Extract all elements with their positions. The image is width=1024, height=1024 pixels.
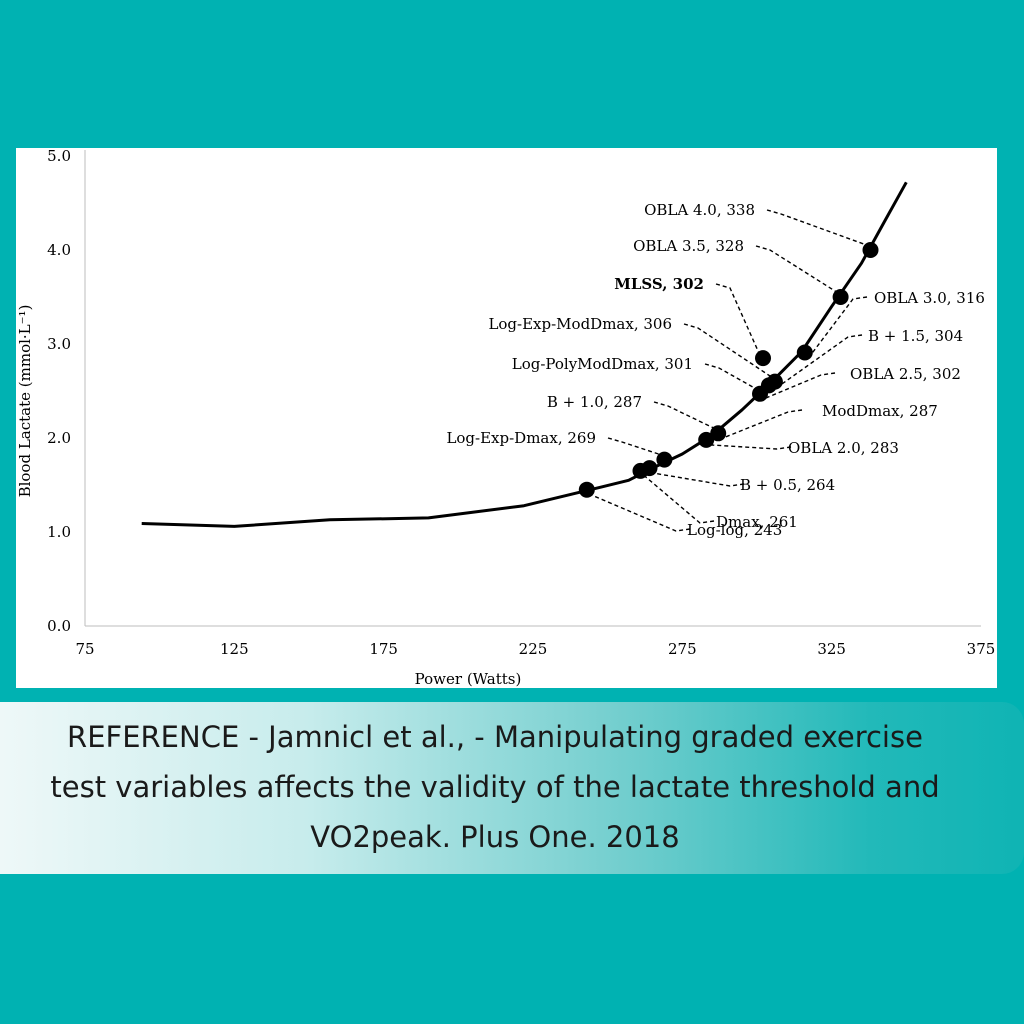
lactate-chart: 75 125 175 225 275 325 375 0.0 1.0 2.0 3.0 4.0 5.0 Po… xyxy=(16,148,996,688)
leader-line-8 xyxy=(772,334,863,391)
y-tick-label-3: 3.0 xyxy=(47,335,71,353)
leader-line-7 xyxy=(808,296,868,358)
y-tick-label-5: 5.0 xyxy=(47,148,71,165)
x-tick-label-4: 275 xyxy=(668,640,697,658)
data-point-2 xyxy=(641,460,658,477)
leader-line-11 xyxy=(710,444,792,450)
x-tick-label-2: 175 xyxy=(369,640,398,658)
data-point-0 xyxy=(578,481,595,498)
leader-line-10 xyxy=(721,409,803,439)
y-tick-label-2: 2.0 xyxy=(47,429,71,447)
data-point-5 xyxy=(710,425,727,442)
y-tick-label-4: 4.0 xyxy=(47,241,71,259)
leader-line-12 xyxy=(653,472,745,487)
annotation-label-6: Log-Exp-Dmax, 269 xyxy=(446,429,596,447)
leader-line-1 xyxy=(755,245,837,293)
data-point-4 xyxy=(698,431,715,448)
annotation-label-2: MLSS, 302 xyxy=(614,275,704,293)
chart-panel: 75 125 175 225 275 325 375 0.0 1.0 2.0 3.0 4.0 5.0 Po… xyxy=(16,148,997,688)
y-tick-label-0: 0.0 xyxy=(47,617,71,635)
data-point-11 xyxy=(832,289,849,305)
y-axis-title: Blood Lactate (mmol·L⁻¹) xyxy=(16,305,34,498)
leader-line-3 xyxy=(683,323,772,378)
x-tick-label-5: 325 xyxy=(817,640,846,658)
annotation-label-4: Log-PolyModDmax, 301 xyxy=(512,355,693,373)
annotation-label-8: B + 1.5, 304 xyxy=(868,327,963,345)
x-tick-label-0: 75 xyxy=(75,640,94,658)
x-tick-label-3: 225 xyxy=(519,640,548,658)
annotation-label-5: B + 1.0, 287 xyxy=(547,393,642,411)
annotation-label-11: OBLA 2.0, 283 xyxy=(788,439,899,457)
annotation-label-13: Dmax, 261 xyxy=(716,513,798,531)
y-tick-label-1: 1.0 xyxy=(47,523,71,541)
leader-line-14 xyxy=(590,494,691,532)
annotation-label-14: Log-log, 243 xyxy=(687,521,782,539)
leader-line-0 xyxy=(766,209,867,246)
data-point-10 xyxy=(796,344,813,361)
x-axis-title: Power (Watts) xyxy=(415,670,522,688)
annotation-label-12: B + 0.5, 264 xyxy=(740,476,835,494)
annotation-label-10: ModDmax, 287 xyxy=(822,402,938,420)
leader-line-9 xyxy=(763,372,836,400)
leader-line-2 xyxy=(715,283,760,354)
annotation-label-7: OBLA 3.0, 316 xyxy=(874,289,985,307)
data-point-12 xyxy=(862,242,879,258)
x-tick-label-6: 375 xyxy=(967,640,996,658)
x-tick-label-1: 125 xyxy=(220,640,249,658)
data-point-7 xyxy=(755,350,771,367)
annotation-label-1: OBLA 3.5, 328 xyxy=(633,237,744,255)
leader-line-6 xyxy=(607,437,661,456)
leader-line-5 xyxy=(653,401,715,429)
leader-line-4 xyxy=(704,363,757,390)
data-point-3 xyxy=(656,451,673,468)
leader-line-13 xyxy=(644,475,715,524)
data-point-9 xyxy=(766,373,783,390)
reference-text: REFERENCE - Jamnicl et al., - Manipulati… xyxy=(50,720,940,854)
annotation-label-0: OBLA 4.0, 338 xyxy=(644,201,755,219)
annotation-label-9: OBLA 2.5, 302 xyxy=(850,365,961,383)
reference-banner: REFERENCE - Jamnicl et al., - Manipulati… xyxy=(0,702,1024,874)
annotation-label-3: Log-Exp-ModDmax, 306 xyxy=(488,315,672,333)
